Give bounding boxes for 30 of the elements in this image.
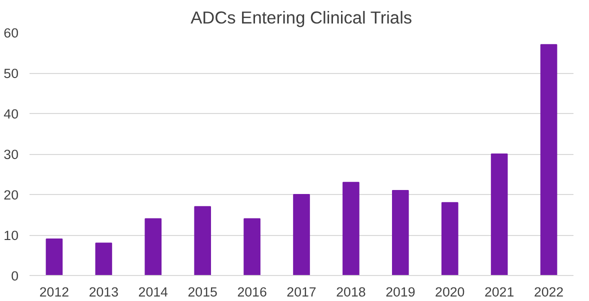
chart-title: ADCs Entering Clinical Trials: [190, 8, 412, 28]
bar: [95, 242, 112, 276]
bar: [540, 44, 558, 276]
y-tick-label: 30: [4, 147, 19, 162]
x-tick-label: 2018: [336, 284, 366, 300]
bar: [194, 206, 212, 276]
x-tick-label: 2013: [88, 284, 119, 300]
bar: [441, 202, 458, 276]
y-tick-label: 10: [4, 228, 19, 243]
y-tick-label: 50: [4, 66, 19, 81]
x-tick-label: 2017: [286, 284, 316, 300]
x-tick-label: 2022: [534, 284, 564, 300]
y-tick-label: 0: [11, 268, 19, 284]
y-tick-label: 20: [4, 188, 19, 202]
x-tick-label: 2015: [188, 284, 218, 300]
bar: [46, 238, 63, 276]
x-tick-label: 2012: [39, 284, 70, 300]
bar: [490, 154, 508, 276]
bar: [392, 190, 409, 276]
bar: [342, 182, 360, 276]
y-tick-label: 60: [4, 26, 19, 40]
y-tick-label: 40: [4, 106, 19, 122]
x-tick-label: 2019: [386, 284, 416, 300]
x-tick-label: 2020: [435, 284, 465, 300]
x-tick-label: 2021: [484, 284, 514, 300]
x-tick-label: 2016: [237, 284, 267, 300]
bar: [293, 194, 310, 276]
x-tick-label: 2014: [138, 284, 169, 300]
bar: [244, 218, 260, 276]
bar: [144, 218, 162, 276]
